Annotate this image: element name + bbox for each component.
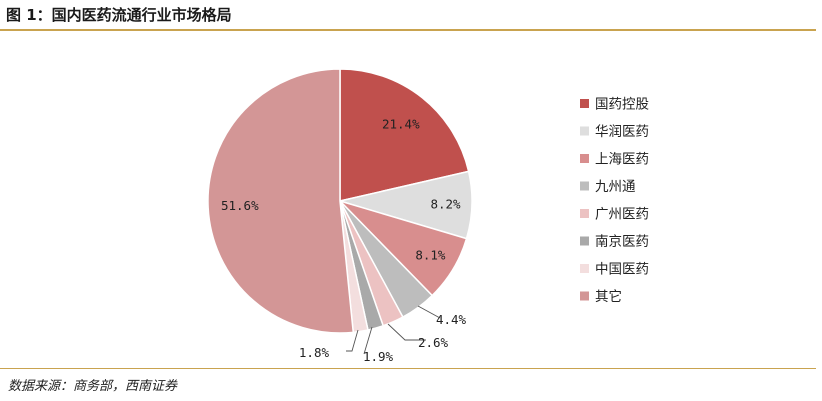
leader-line <box>417 305 441 319</box>
pie-slices <box>207 68 473 334</box>
legend-label: 其它 <box>595 288 622 305</box>
slice-value-label: 8.2% <box>430 196 461 211</box>
leader-line <box>387 323 426 341</box>
legend-label: 华润医药 <box>595 124 649 140</box>
slice-value-label: 4.4% <box>436 312 467 327</box>
legend-swatch <box>580 236 589 246</box>
legend-swatch <box>580 291 589 301</box>
pie-slice <box>207 68 355 334</box>
legend-swatch <box>580 99 589 108</box>
legend-label: 中国医药 <box>595 262 649 278</box>
legend-swatch <box>580 154 589 163</box>
legend-label: 上海医药 <box>595 152 649 168</box>
slice-value-label: 21.4% <box>382 117 420 132</box>
slice-value-label: 2.6% <box>418 335 449 350</box>
slice-value-label: 1.9% <box>363 349 394 364</box>
legend-label: 南京医药 <box>595 234 649 250</box>
legend-label: 国药控股 <box>595 97 649 113</box>
pie-slice <box>339 68 470 202</box>
leader-line <box>346 329 359 352</box>
legend-label: 广州医药 <box>595 207 649 223</box>
legend-swatch <box>580 181 589 191</box>
slice-value-label: 1.8% <box>299 345 330 360</box>
legend-swatch <box>580 126 589 136</box>
slice-value-label: 8.1% <box>415 248 446 263</box>
slice-labels: 21.4% 8.2% 8.1% 4.4% 2.6% 1.9% 1.8% 51.6% <box>221 117 467 364</box>
leader-line <box>363 326 373 355</box>
slice-value-label: 51.6% <box>221 198 259 213</box>
legend-swatch <box>580 209 589 218</box>
legend-swatch <box>580 264 589 273</box>
figure-title: 图 1：国内医药流通行业市场格局 <box>6 6 232 24</box>
leader-lines <box>346 305 441 355</box>
source-note: 数据来源：商务部，西南证券 <box>8 379 178 394</box>
legend-label: 九州通 <box>595 179 636 195</box>
source-rule <box>0 368 816 369</box>
title-rule <box>0 29 816 31</box>
